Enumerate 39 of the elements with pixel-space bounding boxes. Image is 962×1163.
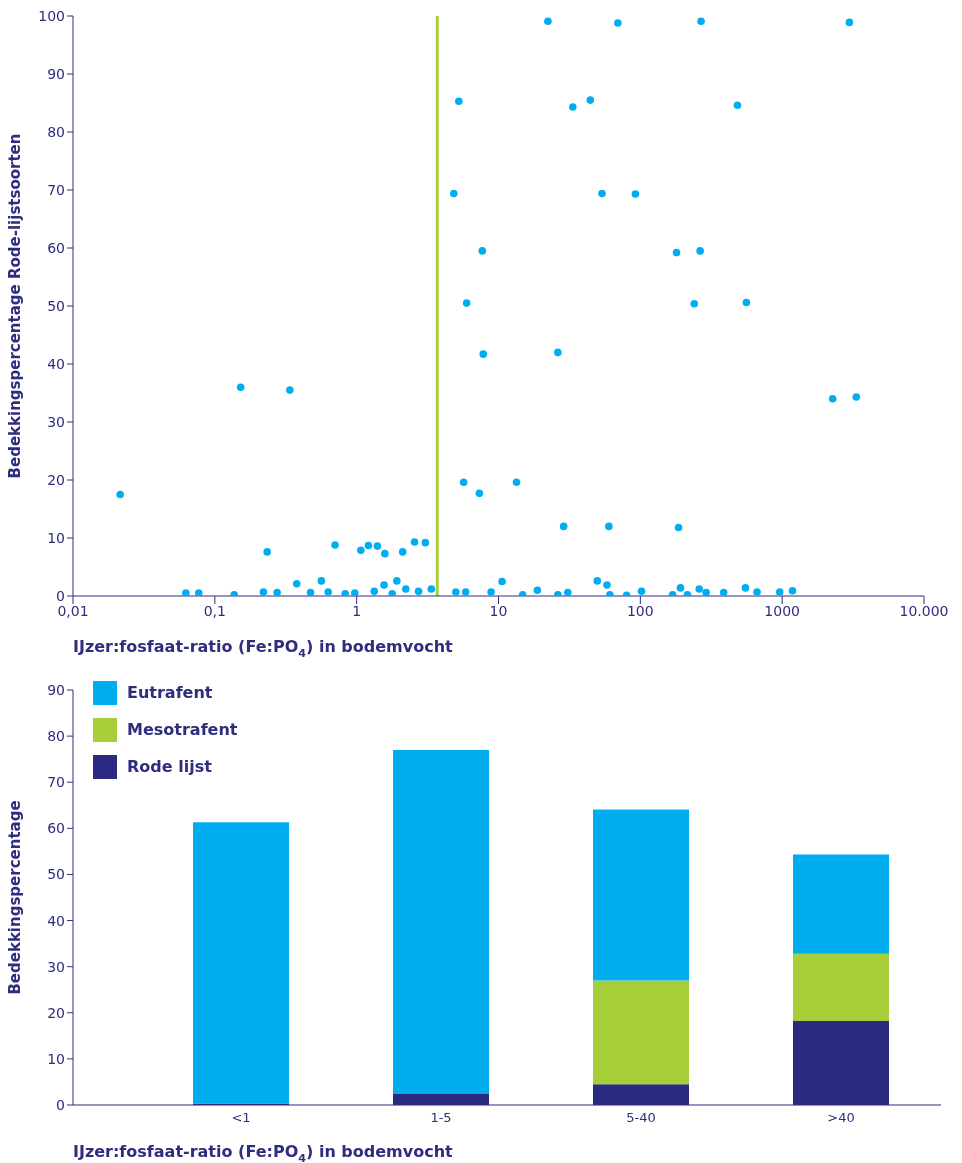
legend-label: Eutrafent bbox=[127, 683, 213, 702]
y-tick-label: 60 bbox=[47, 820, 65, 837]
x-tick-label: 10 bbox=[489, 602, 508, 619]
x-axis-title: IJzer:fosfaat-ratio (Fe:PO$_{4}$) in bodemvocht bbox=[73, 637, 454, 660]
x-tick-label: 0,01 bbox=[57, 602, 89, 619]
x-tick-label: 1-5 bbox=[430, 1110, 452, 1126]
y-tick-label: 50 bbox=[47, 866, 65, 883]
y-tick-label: 20 bbox=[47, 471, 65, 488]
x-tick-label: 0,1 bbox=[203, 602, 226, 619]
x-tick-label: 5-40 bbox=[626, 1110, 656, 1126]
y-tick-label: 0 bbox=[56, 587, 65, 604]
y-axis-title: Bedekkingspercentage bbox=[6, 800, 24, 995]
x-tick-label: 10.000 bbox=[899, 602, 949, 619]
y-tick-label: 70 bbox=[47, 181, 65, 198]
y-tick-label: 10 bbox=[47, 529, 65, 546]
y-tick-label: 40 bbox=[47, 912, 65, 929]
y-tick-label: 80 bbox=[47, 728, 65, 745]
legend-label: Rode lijst bbox=[127, 757, 212, 776]
y-tick-label: 30 bbox=[47, 958, 65, 975]
x-tick-label: >40 bbox=[827, 1110, 855, 1126]
y-tick-label: 10 bbox=[47, 1050, 65, 1067]
y-tick-label: 0 bbox=[56, 1096, 65, 1113]
y-axis-title: Bedekkingspercentage Rode-lijstsoorten bbox=[6, 133, 24, 479]
y-tick-label: 30 bbox=[47, 413, 65, 430]
y-tick-label: 100 bbox=[38, 7, 65, 24]
y-tick-label: 90 bbox=[47, 65, 65, 82]
y-tick-label: 90 bbox=[47, 681, 65, 698]
y-tick-label: 50 bbox=[47, 297, 65, 314]
legend-label: Mesotrafent bbox=[127, 720, 238, 739]
x-tick-label: 1000 bbox=[764, 602, 800, 619]
y-tick-label: 70 bbox=[47, 774, 65, 791]
y-tick-label: 20 bbox=[47, 1004, 65, 1021]
x-axis-title: IJzer:fosfaat-ratio (Fe:PO$_{4}$) in bodemvocht bbox=[73, 1142, 454, 1163]
x-tick-label: 100 bbox=[626, 602, 654, 619]
x-tick-label: <1 bbox=[231, 1110, 251, 1126]
y-tick-label: 40 bbox=[47, 355, 65, 372]
x-tick-label: 1 bbox=[352, 602, 362, 619]
y-tick-label: 80 bbox=[47, 123, 65, 140]
y-tick-label: 60 bbox=[47, 239, 65, 256]
